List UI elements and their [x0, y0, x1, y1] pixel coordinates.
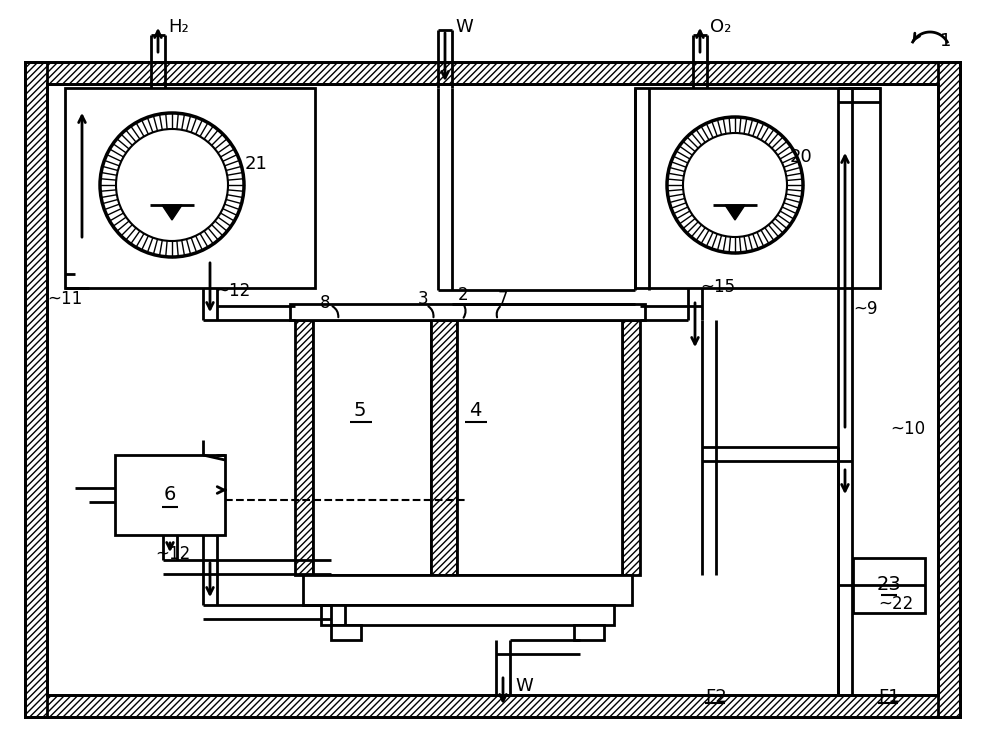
- Text: 7: 7: [498, 290, 509, 308]
- Bar: [25, 695, 960, 717]
- Bar: [65, 88, 315, 288]
- Text: 23: 23: [877, 575, 901, 595]
- Bar: [25, 62, 960, 84]
- Bar: [47, 84, 938, 695]
- Bar: [853, 558, 925, 613]
- Text: ~9: ~9: [853, 300, 878, 318]
- Bar: [431, 320, 457, 575]
- Text: ~15: ~15: [700, 278, 735, 296]
- Bar: [303, 575, 632, 605]
- Bar: [457, 320, 622, 575]
- Text: 1: 1: [940, 32, 951, 50]
- Bar: [574, 625, 604, 640]
- Circle shape: [100, 113, 244, 257]
- Text: ~12: ~12: [155, 545, 190, 563]
- Bar: [635, 88, 880, 288]
- Circle shape: [667, 117, 803, 253]
- Text: W: W: [515, 677, 533, 695]
- Text: ~10: ~10: [890, 420, 925, 438]
- Text: 4: 4: [469, 401, 481, 419]
- Bar: [47, 84, 938, 695]
- Bar: [25, 62, 47, 717]
- Bar: [938, 62, 960, 717]
- Text: 8: 8: [320, 294, 330, 312]
- Text: 2: 2: [458, 286, 469, 304]
- Text: W: W: [455, 18, 473, 36]
- Bar: [321, 605, 614, 625]
- Bar: [295, 320, 313, 575]
- Text: F2: F2: [705, 688, 727, 706]
- Bar: [115, 455, 225, 535]
- Text: O₂: O₂: [710, 18, 731, 36]
- Text: ~12: ~12: [215, 282, 250, 300]
- Bar: [622, 320, 640, 575]
- Text: H₂: H₂: [168, 18, 189, 36]
- Text: ~11: ~11: [47, 290, 82, 308]
- Text: ~22: ~22: [878, 595, 913, 613]
- Text: F1: F1: [878, 688, 900, 706]
- Text: 6: 6: [164, 486, 176, 504]
- Circle shape: [116, 129, 228, 241]
- Text: 21: 21: [245, 155, 268, 173]
- Text: 3: 3: [418, 290, 429, 308]
- Polygon shape: [162, 205, 182, 220]
- Circle shape: [683, 133, 787, 237]
- Bar: [25, 62, 960, 717]
- Text: 20: 20: [790, 148, 813, 166]
- Bar: [313, 320, 431, 575]
- Bar: [290, 304, 645, 320]
- Bar: [331, 625, 361, 640]
- Text: 5: 5: [354, 401, 366, 419]
- Polygon shape: [725, 205, 745, 220]
